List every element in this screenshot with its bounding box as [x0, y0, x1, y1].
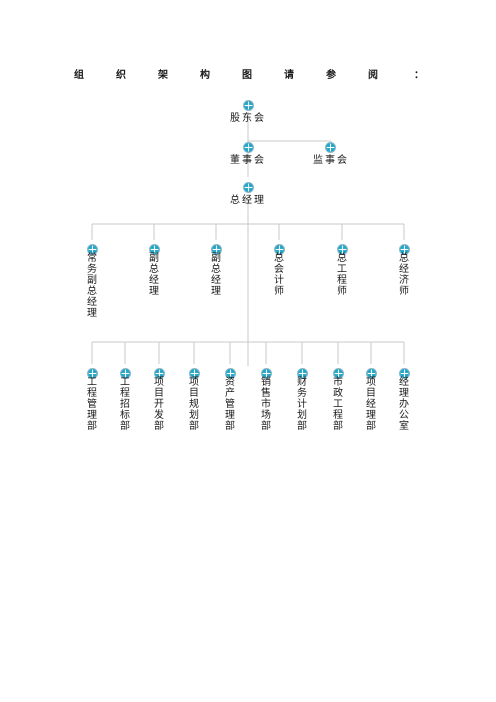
- node-shareholders: 股东会: [230, 113, 266, 124]
- node-icon: [243, 96, 254, 111]
- executive-label: 常务副总经理: [87, 253, 97, 319]
- department-label: 资产管理部: [225, 377, 235, 432]
- node-icon: [398, 364, 410, 379]
- node-icon: [260, 364, 272, 379]
- department-label: 财务计划部: [297, 377, 307, 432]
- node-icon: [365, 364, 377, 379]
- heading-char: 阅: [368, 70, 378, 81]
- department-label: 经理办公室: [399, 377, 409, 432]
- node-icon: [86, 240, 98, 255]
- heading-char: 构: [200, 70, 210, 81]
- node-icon: [188, 364, 200, 379]
- node-icon: [153, 364, 165, 379]
- node-icon: [336, 240, 348, 255]
- department-label: 项目经理部: [366, 377, 376, 432]
- heading-char: 织: [116, 70, 126, 81]
- department-label: 市政工程部: [333, 377, 343, 432]
- node-icon: [398, 240, 410, 255]
- heading-char: 组: [74, 70, 84, 81]
- department-label: 工程招标部: [120, 377, 130, 432]
- department-label: 项目开发部: [154, 377, 164, 432]
- department-label: 销售市场部: [261, 377, 271, 432]
- node-icon: [243, 138, 254, 153]
- page-heading: 组 织 架 构 图 请 参 阅 ：: [74, 66, 424, 82]
- executive-label: 副总经理: [211, 253, 221, 297]
- heading-char: ：: [414, 70, 424, 81]
- node-icon: [243, 178, 254, 193]
- node-icon: [119, 364, 131, 379]
- executive-label: 总会计师: [274, 253, 284, 297]
- node-icon: [296, 364, 308, 379]
- node-general-manager: 总经理: [230, 195, 266, 206]
- heading-char: 图: [242, 70, 252, 81]
- department-label: 工程管理部: [87, 377, 97, 432]
- node-icon: [86, 364, 98, 379]
- heading-char: 参: [326, 70, 336, 81]
- node-icon: [325, 138, 336, 153]
- node-supervisors: 监事会: [313, 155, 349, 166]
- heading-char: 请: [284, 70, 294, 81]
- node-icon: [332, 364, 344, 379]
- node-icon: [148, 240, 160, 255]
- executive-label: 副总经理: [149, 253, 159, 297]
- executive-label: 总工程师: [337, 253, 347, 297]
- node-icon: [273, 240, 285, 255]
- heading-char: 架: [158, 70, 168, 81]
- node-icon: [210, 240, 222, 255]
- executive-label: 总经济师: [399, 253, 409, 297]
- node-icon: [224, 364, 236, 379]
- department-label: 项目规划部: [189, 377, 199, 432]
- node-board: 董事会: [230, 155, 266, 166]
